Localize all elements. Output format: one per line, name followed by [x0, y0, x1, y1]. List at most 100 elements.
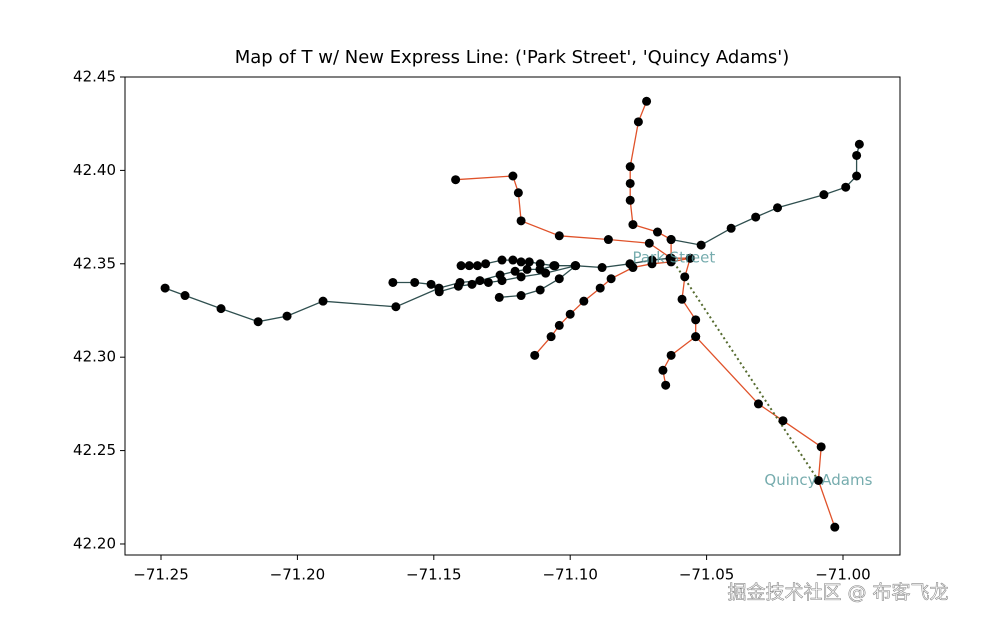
station-label: Park Street: [632, 249, 715, 267]
station: [554, 320, 564, 330]
station: [434, 287, 444, 297]
station: [546, 332, 556, 342]
station: [658, 365, 668, 375]
station: [628, 263, 638, 273]
station: [642, 96, 652, 106]
station: [816, 442, 826, 452]
station: [318, 296, 328, 306]
station: [472, 261, 482, 271]
station: [852, 171, 862, 181]
station: [516, 272, 526, 282]
station: [497, 255, 507, 265]
station: [666, 235, 676, 245]
station: [535, 285, 545, 295]
station: [691, 332, 701, 342]
route-line: [455, 175, 697, 386]
station: [773, 203, 783, 213]
x-tick-label: −71.00: [815, 566, 871, 584]
station-label: Quincy Adams: [764, 471, 872, 489]
station: [696, 240, 706, 250]
station: [549, 261, 559, 271]
station: [535, 259, 545, 269]
y-tick-label: 42.40: [73, 161, 116, 179]
station: [565, 309, 575, 319]
station: [522, 264, 532, 274]
route-line: [534, 257, 691, 356]
route-line: [670, 144, 861, 246]
station: [508, 171, 518, 181]
station: [751, 212, 761, 222]
station: [595, 283, 605, 293]
station: [644, 238, 654, 248]
station: [625, 178, 635, 188]
station: [666, 350, 676, 360]
station: [603, 235, 613, 245]
watermark: 掘金技术社区 @ 布客飞龙: [727, 582, 948, 604]
station: [513, 188, 523, 198]
station: [691, 315, 701, 325]
station: [541, 268, 551, 278]
chart-title: Map of T w/ New Express Line: ('Park Str…: [235, 47, 790, 68]
y-tick-label: 42.20: [73, 534, 116, 552]
x-tick-label: −71.10: [542, 566, 598, 584]
station: [830, 522, 840, 532]
station: [680, 272, 690, 282]
y-tick-label: 42.30: [73, 348, 116, 366]
station: [647, 259, 657, 269]
station: [516, 291, 526, 301]
route-line: [695, 336, 836, 528]
station: [451, 175, 461, 185]
station: [497, 276, 507, 286]
x-tick-label: −71.05: [679, 566, 735, 584]
plot-frame: [124, 76, 901, 556]
station: [625, 195, 635, 205]
station: [666, 257, 676, 267]
station: [467, 279, 477, 289]
route-line: [164, 257, 671, 323]
station: [554, 274, 564, 284]
station: [160, 283, 170, 293]
station: [508, 255, 518, 265]
station: [216, 304, 226, 314]
y-tick-label: 42.35: [73, 254, 116, 272]
station: [530, 350, 540, 360]
station: [391, 302, 401, 312]
station: [516, 216, 526, 226]
station: [388, 277, 398, 287]
y-tick-label: 42.45: [73, 68, 116, 86]
station: [677, 294, 687, 304]
route-line: [670, 257, 820, 482]
station: [819, 190, 829, 200]
station: [516, 257, 526, 267]
station: [778, 416, 788, 426]
station: [661, 380, 671, 390]
station: [753, 399, 763, 409]
station: [685, 253, 695, 263]
station: [852, 150, 862, 160]
station: [426, 279, 436, 289]
station: [571, 261, 581, 271]
station: [606, 274, 616, 284]
station: [652, 227, 662, 237]
station: [524, 257, 534, 267]
x-tick-label: −71.20: [270, 566, 326, 584]
station: [625, 162, 635, 172]
station: [726, 223, 736, 233]
station: [180, 291, 190, 301]
y-tick-label: 42.25: [73, 441, 116, 459]
station: [494, 292, 504, 302]
station: [554, 231, 564, 241]
station: [410, 277, 420, 287]
x-tick-label: −71.25: [133, 566, 189, 584]
station: [475, 276, 485, 286]
station: [633, 117, 643, 127]
station: [813, 475, 823, 485]
station: [854, 139, 864, 149]
station: [628, 220, 638, 230]
station: [464, 261, 474, 271]
x-tick-label: −71.15: [406, 566, 462, 584]
station: [483, 277, 493, 287]
station: [481, 259, 491, 269]
station: [453, 281, 463, 291]
